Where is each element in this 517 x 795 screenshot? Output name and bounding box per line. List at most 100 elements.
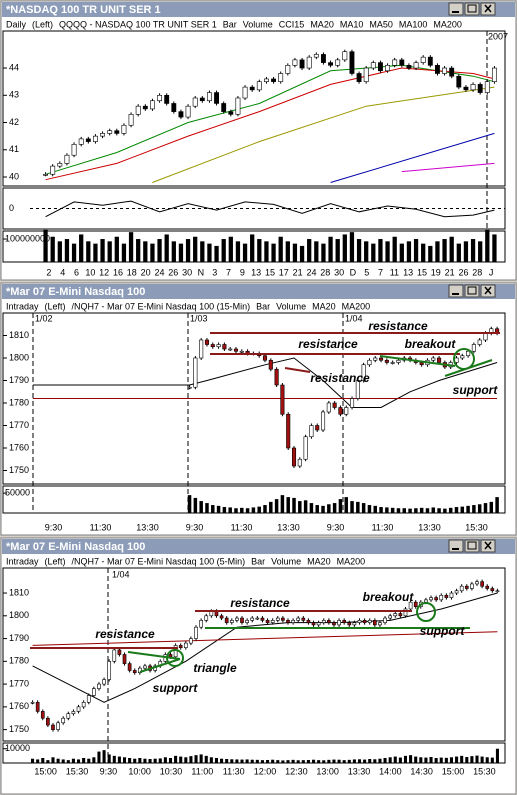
volume-bar bbox=[425, 508, 430, 513]
x-tick-label: 3 bbox=[212, 267, 217, 277]
candle bbox=[396, 359, 401, 363]
candle bbox=[377, 62, 383, 72]
volume-bar bbox=[266, 760, 270, 763]
volume-bar bbox=[321, 505, 325, 513]
x-tick-label: 15:30 bbox=[66, 766, 89, 776]
candle bbox=[439, 595, 444, 601]
candle bbox=[463, 86, 469, 91]
candle bbox=[233, 348, 239, 352]
close-glyph bbox=[484, 541, 492, 550]
volume-bar bbox=[315, 505, 319, 513]
candle bbox=[470, 583, 474, 589]
candle bbox=[392, 59, 398, 66]
candle bbox=[46, 717, 50, 726]
candle bbox=[459, 585, 464, 592]
volume-bar bbox=[363, 759, 367, 763]
volume-bar bbox=[303, 500, 308, 513]
volume-bar bbox=[475, 755, 479, 763]
volume-bar bbox=[403, 755, 408, 763]
volume-tick-label: 100000000 bbox=[5, 233, 50, 243]
candle bbox=[100, 133, 106, 137]
y-tick-label: 44 bbox=[9, 62, 19, 72]
candle bbox=[275, 617, 280, 621]
volume-bar bbox=[429, 757, 433, 763]
candle bbox=[240, 617, 244, 623]
volume-bar bbox=[449, 757, 453, 763]
volume-bar bbox=[174, 755, 178, 763]
candle bbox=[76, 706, 81, 712]
volume-bar bbox=[298, 501, 302, 513]
candle bbox=[378, 622, 382, 626]
candle bbox=[265, 620, 270, 623]
x-tick-label: 21 bbox=[293, 267, 303, 277]
volume-bar bbox=[443, 508, 447, 513]
y-tick-label: 41 bbox=[9, 144, 19, 154]
candle bbox=[262, 355, 268, 361]
volume-bar bbox=[327, 504, 331, 513]
volume-bar bbox=[421, 243, 426, 262]
x-tick-label: 16 bbox=[113, 267, 123, 277]
volume-bar bbox=[102, 750, 106, 763]
volume-bar bbox=[322, 760, 326, 763]
volume-bar bbox=[309, 503, 314, 513]
pane-border bbox=[2, 742, 506, 764]
volume-bar bbox=[371, 243, 376, 262]
x-tick-label: 15:30 bbox=[473, 766, 496, 776]
volume-tick-label: 10000 bbox=[5, 743, 30, 753]
window-frame bbox=[0, 537, 517, 795]
candle bbox=[480, 581, 484, 587]
candle bbox=[301, 617, 306, 621]
volume-bar bbox=[222, 507, 227, 513]
candle bbox=[150, 100, 155, 110]
pane-border bbox=[2, 187, 506, 230]
candle bbox=[117, 649, 122, 655]
volume-bar bbox=[189, 756, 193, 763]
candle bbox=[355, 380, 360, 399]
volume-bar bbox=[478, 241, 483, 262]
y-tick-label: 1760 bbox=[9, 701, 29, 711]
candle bbox=[326, 402, 331, 413]
volume-bar bbox=[392, 236, 397, 262]
x-tick-label: 18 bbox=[127, 267, 137, 277]
candle bbox=[270, 620, 275, 623]
candle bbox=[199, 339, 204, 359]
volume-bar bbox=[495, 497, 499, 513]
candle bbox=[242, 86, 248, 99]
legend-item: MA200 bbox=[337, 556, 366, 566]
close-glyph bbox=[484, 286, 492, 295]
volume-bar bbox=[221, 239, 226, 262]
candle bbox=[260, 617, 265, 621]
volume-bar bbox=[204, 755, 208, 763]
volume-bar bbox=[321, 243, 326, 262]
volume-bar bbox=[79, 234, 84, 262]
candle bbox=[466, 350, 471, 357]
minimize-button[interactable] bbox=[448, 539, 464, 553]
volume-bar bbox=[352, 759, 356, 763]
volume-bar bbox=[314, 241, 319, 262]
candle bbox=[71, 144, 77, 156]
candle bbox=[390, 362, 395, 364]
candle bbox=[78, 138, 84, 145]
volume-bar bbox=[128, 758, 132, 763]
candle bbox=[250, 617, 255, 621]
legend-item: MA20 bbox=[312, 301, 336, 311]
volume-bar bbox=[257, 239, 262, 262]
volume-bar bbox=[378, 239, 383, 262]
minimize-button[interactable] bbox=[448, 2, 464, 16]
volume-bar bbox=[301, 760, 305, 763]
volume-bar bbox=[230, 759, 234, 763]
candle bbox=[143, 665, 147, 669]
x-tick-label: 14:00 bbox=[379, 766, 402, 776]
candle bbox=[491, 67, 497, 82]
volume-bar bbox=[153, 758, 157, 763]
title-bar bbox=[2, 284, 515, 299]
volume-bar bbox=[150, 243, 155, 262]
volume-bar bbox=[299, 245, 305, 262]
candle bbox=[210, 344, 215, 348]
candle bbox=[454, 590, 459, 594]
volume-bar bbox=[485, 229, 490, 262]
candle bbox=[81, 702, 86, 708]
minimize-button[interactable] bbox=[448, 284, 464, 298]
volume-bar bbox=[255, 759, 259, 763]
candle bbox=[408, 601, 413, 610]
